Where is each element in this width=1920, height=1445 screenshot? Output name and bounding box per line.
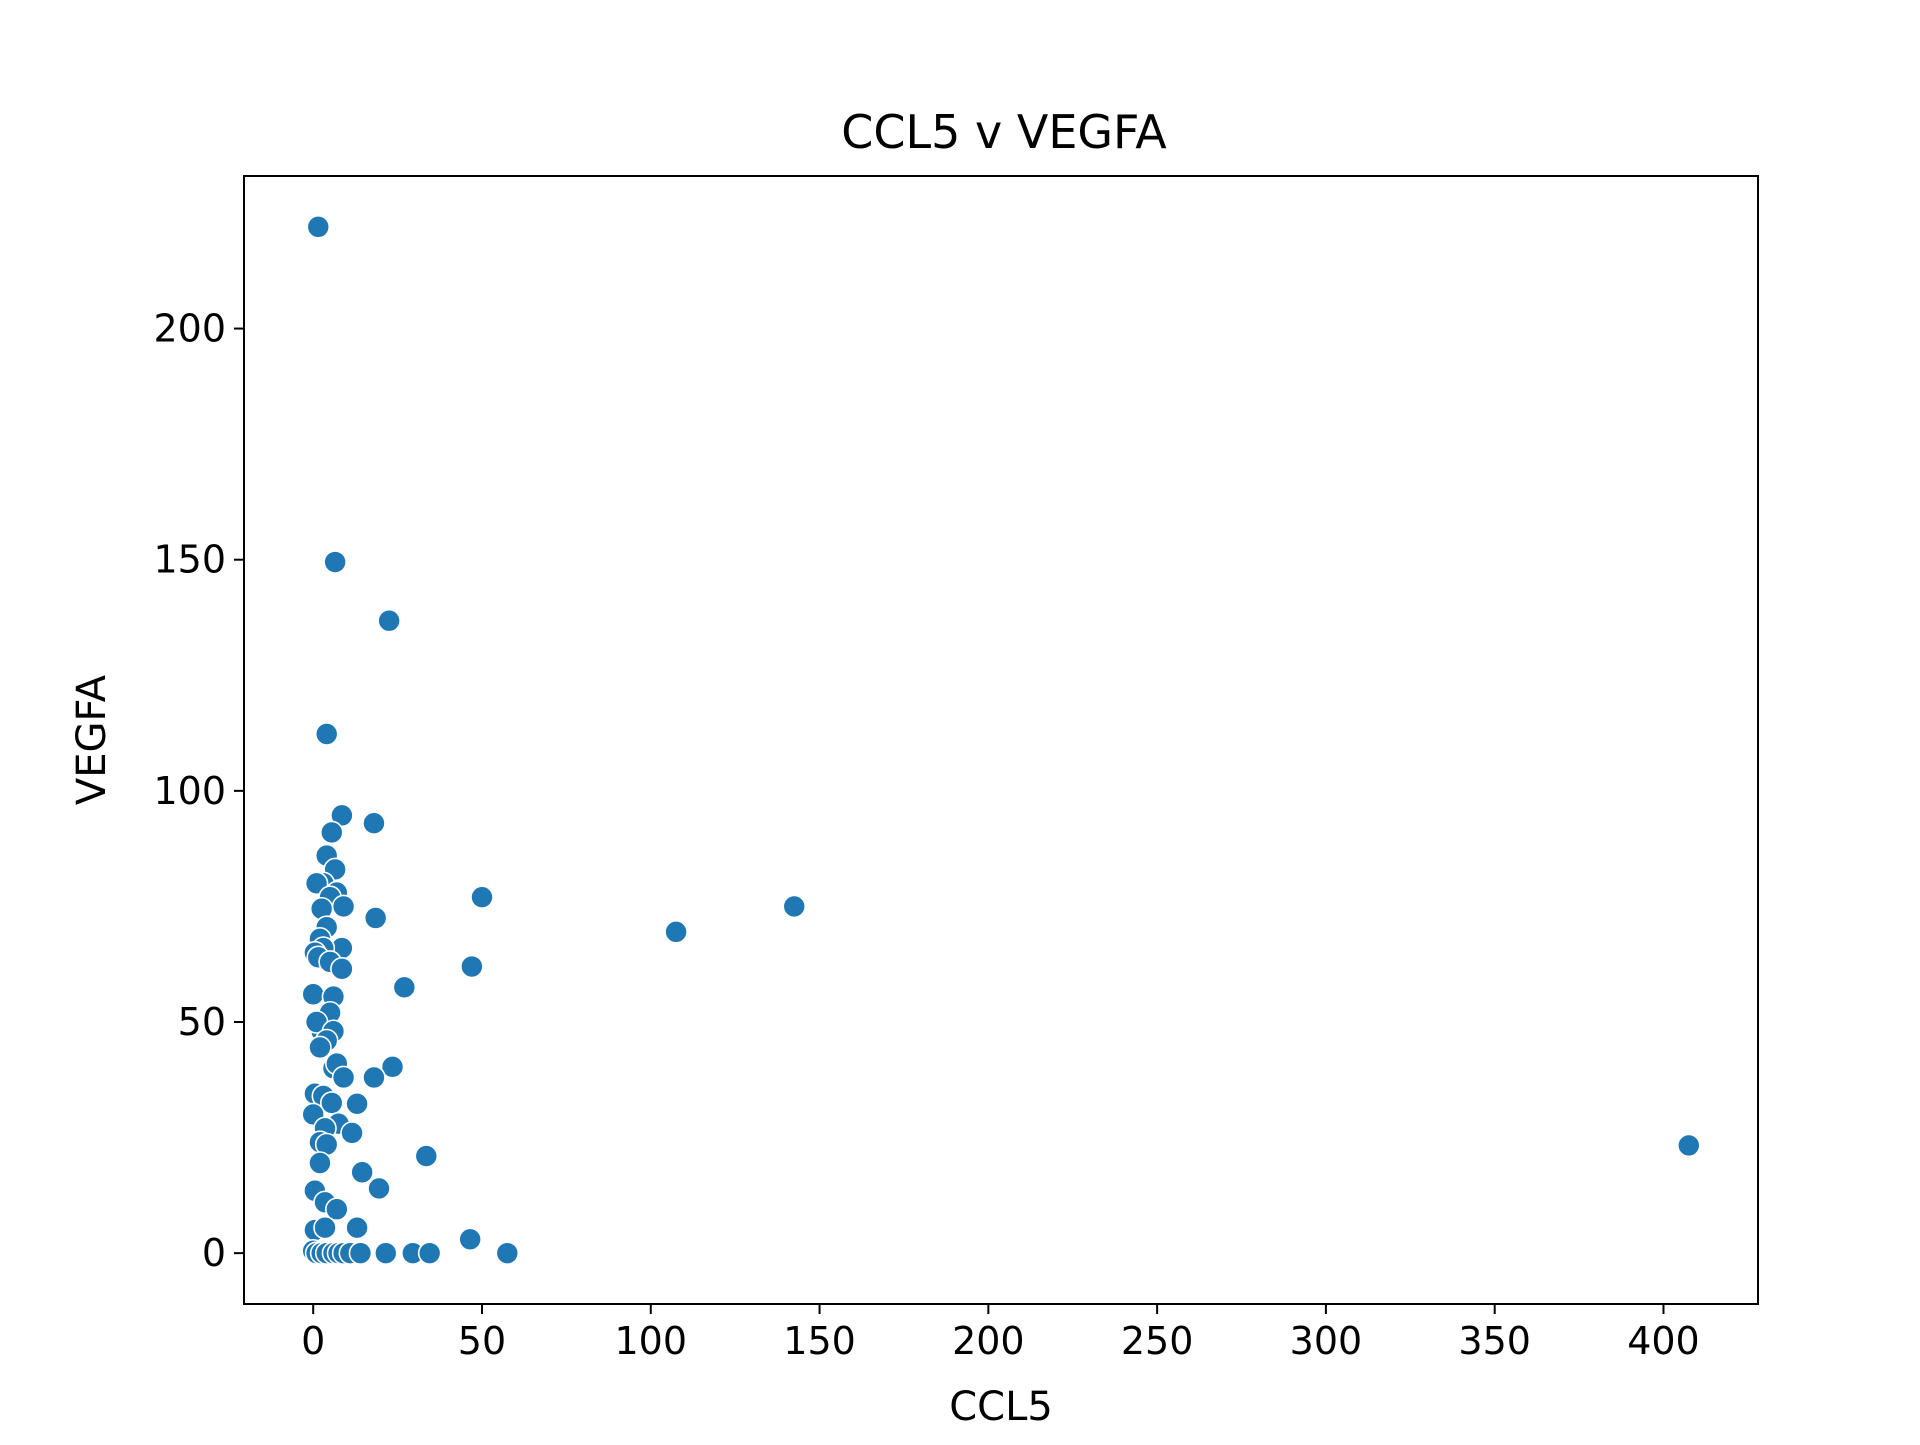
scatter-point [460,954,484,979]
scatter-point [1676,1133,1701,1158]
scatter-point [367,1176,391,1201]
ticks-layer: 0 50 100 150 200 250 300 350 400 0 50 100 150 200 [153,307,1699,1363]
y-tick-label: 100 [153,769,226,813]
scatter-point [314,722,339,746]
x-tick-label: 350 [1458,1319,1531,1363]
scatter-point [362,811,386,836]
scatter-point [301,982,326,1007]
x-tick-label: 250 [1121,1319,1194,1363]
scatter-point [308,1035,332,1060]
plot-frame [243,175,1759,1305]
scatter-point [325,1197,349,1222]
scatter-point [664,920,688,944]
scatter-point [380,1055,405,1079]
scatter-point [331,1065,356,1090]
chart-title: CCL5 v VEGFA [841,105,1167,159]
scatter-point [363,906,388,930]
scatter-point [417,1241,442,1265]
scatter-point [470,885,494,909]
x-axis-label: CCL5 [949,1384,1053,1430]
scatter-point [458,1227,482,1252]
scatter-point [330,957,354,981]
scatter-point [330,803,354,828]
scatter-point [340,1121,364,1145]
points-layer [301,215,1701,1265]
y-axis-label: VEGFA [69,674,115,805]
y-tick-label: 50 [178,1000,226,1044]
y-tick-label: 0 [202,1231,226,1275]
scatter-point [345,1092,369,1116]
scatter-point [319,820,344,845]
scatter-point [331,894,356,919]
x-tick-label: 300 [1290,1319,1363,1363]
x-tick-label: 200 [952,1319,1025,1363]
scatter-point [373,1241,398,1265]
scatter-point [345,1215,369,1240]
x-tick-label: 150 [783,1319,856,1363]
scatter-point [308,1151,332,1175]
scatter-point [495,1241,520,1265]
scatter-point [414,1144,439,1168]
scatter-point [323,550,347,574]
y-tick-label: 150 [153,538,226,582]
scatter-point [348,1241,373,1265]
y-tick-label: 200 [153,307,226,351]
scatter-point [782,894,807,919]
scatter-point [319,1091,344,1115]
x-tick-label: 0 [301,1319,325,1363]
scatter-point [377,608,401,633]
x-tick-label: 400 [1627,1319,1700,1363]
x-tick-label: 100 [615,1319,688,1363]
scatter-point [313,1215,337,1240]
scatter-point [350,1160,374,1185]
x-tick-label: 50 [458,1319,506,1363]
scatter-point [392,975,417,1000]
scatter-point [362,1065,386,1090]
scatter-point [306,215,331,239]
